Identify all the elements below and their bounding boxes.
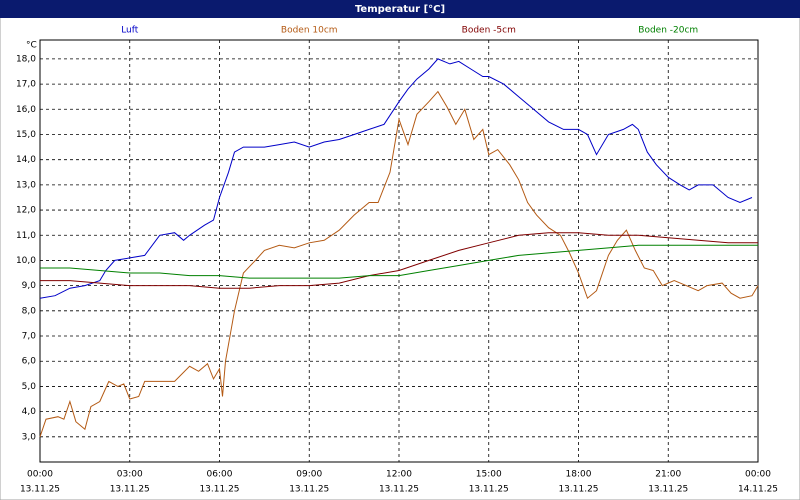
x-tick-label: 15:00: [476, 470, 502, 480]
y-tick-label: 5,0: [22, 382, 37, 392]
x-tick-date: 14.11.25: [738, 485, 778, 495]
x-tick-date: 13.11.25: [558, 485, 598, 495]
y-tick-label: 7,0: [22, 332, 37, 342]
legend-entry: Luft: [121, 26, 139, 36]
y-tick-label: 15,0: [16, 130, 36, 140]
x-tick-label: 09:00: [296, 470, 322, 480]
y-tick-label: 9,0: [22, 281, 37, 291]
plot-border: [39, 39, 759, 463]
x-tick-date: 13.11.25: [469, 485, 509, 495]
x-tick-label: 12:00: [386, 470, 412, 480]
title-bar: [0, 0, 800, 18]
line: [40, 244, 758, 279]
legend-entry: Boden -20cm: [638, 26, 698, 36]
x-tick-date: 13.11.25: [289, 485, 329, 495]
y-tick-label: 13,0: [16, 180, 36, 190]
x-tick-label: 03:00: [117, 470, 143, 480]
x-tick-label: 06:00: [207, 470, 233, 480]
x-tick-date: 13.11.25: [20, 485, 60, 495]
y-tick-label: 6,0: [22, 357, 37, 367]
line: [39, 58, 753, 299]
line: [40, 232, 758, 289]
y-tick-label: 14,0: [16, 155, 36, 165]
y-tick-label: 10,0: [16, 256, 36, 266]
x-tick-date: 13.11.25: [110, 485, 150, 495]
y-tick-label: 12,0: [16, 206, 36, 216]
legend-entry: Boden -5cm: [462, 26, 516, 36]
x-tick-date: 13.11.25: [648, 485, 688, 495]
x-tick-label: 00:00: [745, 470, 771, 480]
x-tick-label: 00:00: [27, 470, 53, 480]
chart-title: Temperatur [°C]: [355, 4, 445, 15]
y-tick-label: 17,0: [16, 80, 36, 90]
y-tick-label: 4,0: [22, 407, 37, 417]
y-tick-label: 11,0: [16, 231, 36, 241]
x-tick-date: 13.11.25: [199, 485, 239, 495]
y-tick-label: 16,0: [16, 105, 36, 115]
y-tick-label: 8,0: [22, 306, 37, 316]
y-tick-label: 18,0: [16, 54, 36, 64]
x-tick-date: 13.11.25: [379, 485, 419, 495]
x-tick-label: 21:00: [655, 470, 681, 480]
y-tick-label: 3,0: [22, 432, 37, 442]
line: [39, 90, 759, 437]
legend-entry: Boden 10cm: [281, 26, 338, 36]
y-unit: °C: [26, 41, 37, 51]
x-tick-label: 18:00: [566, 470, 592, 480]
